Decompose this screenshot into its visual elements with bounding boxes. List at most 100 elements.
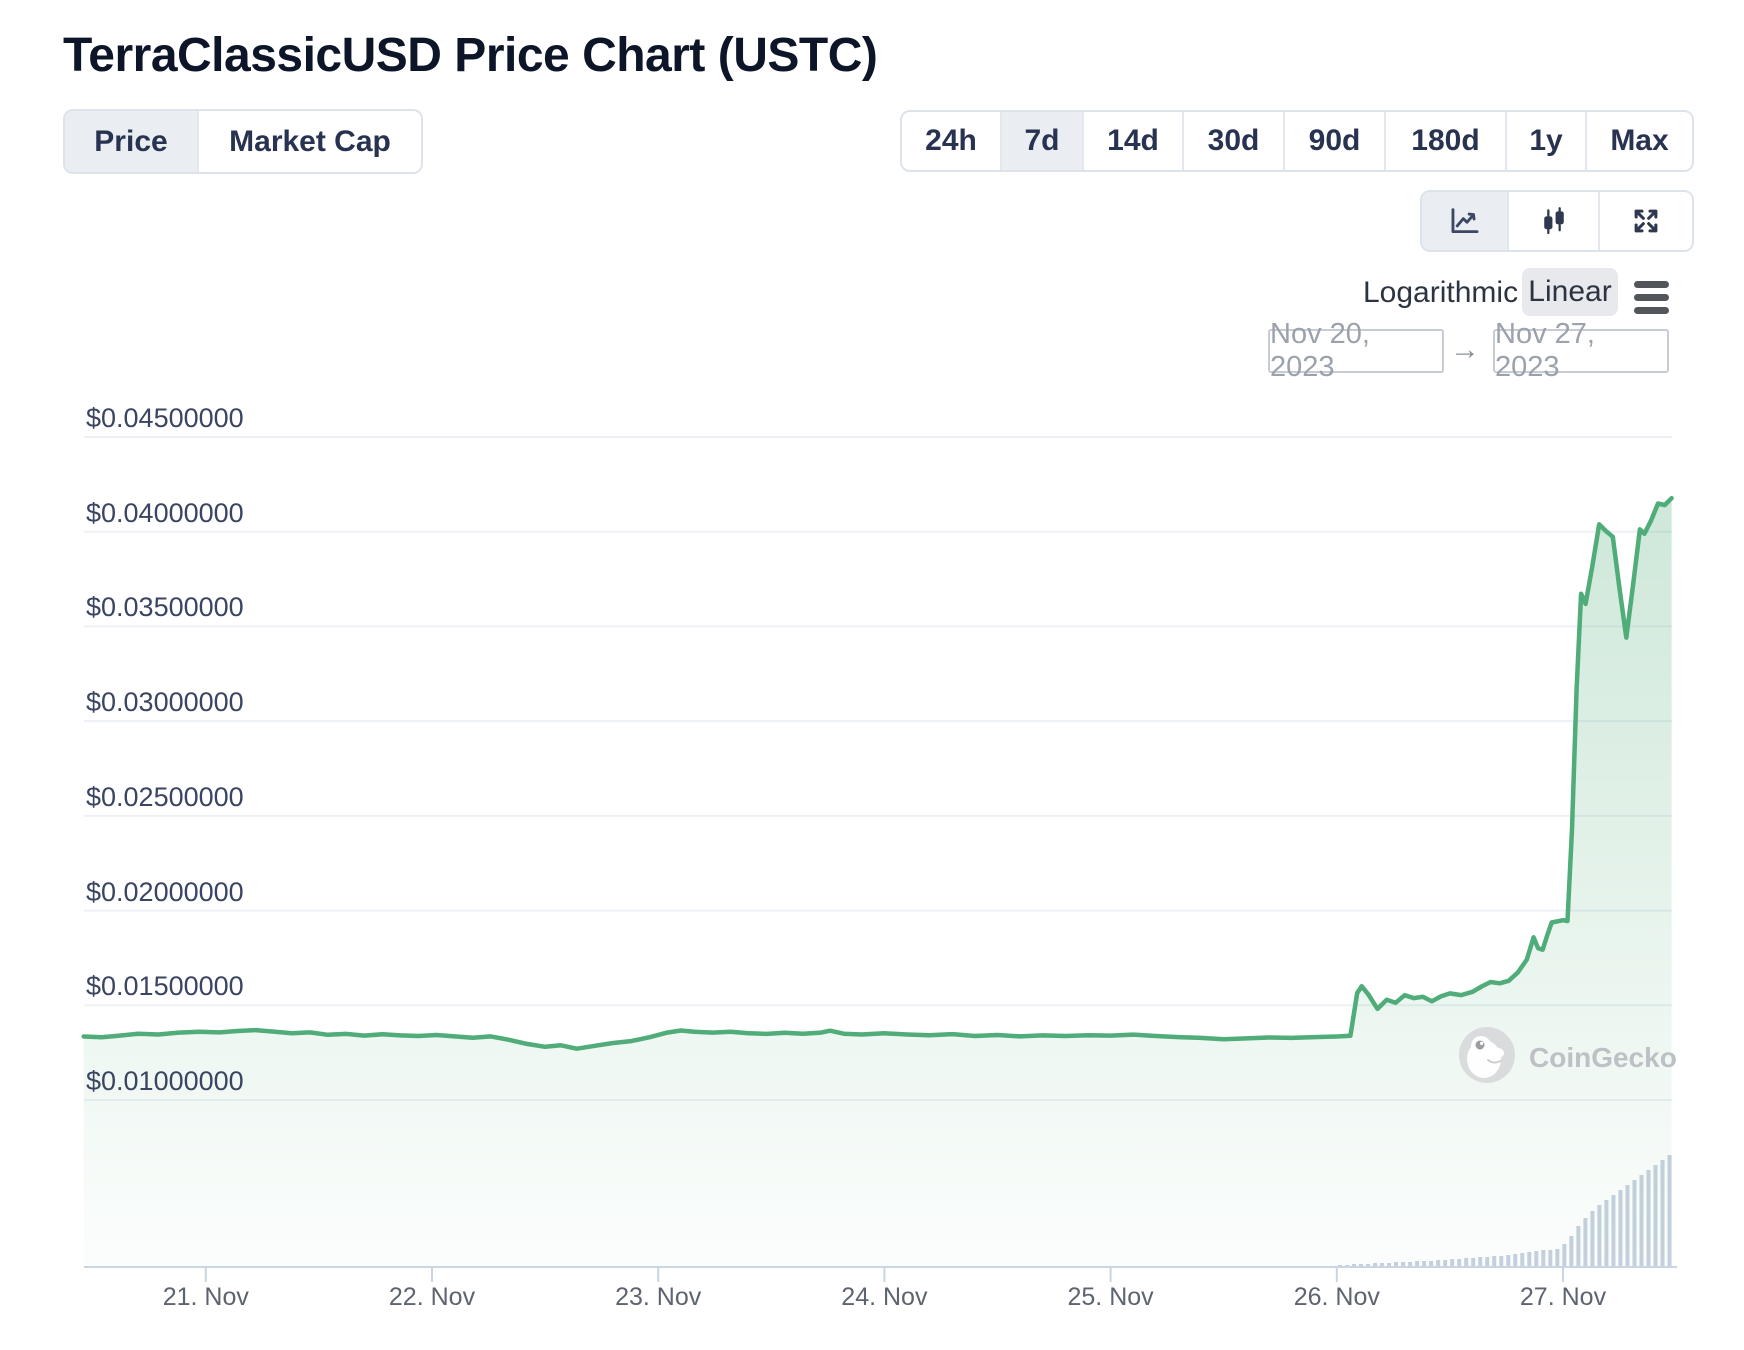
volume-bar: [1457, 1259, 1462, 1266]
tab-price[interactable]: Price: [65, 111, 199, 172]
menu-bar: [1634, 307, 1669, 314]
volume-bar: [1667, 1155, 1672, 1266]
x-axis-label: 25. Nov: [1067, 1283, 1154, 1311]
volume-bar: [1373, 1263, 1378, 1266]
volume-bar: [1520, 1253, 1525, 1266]
volume-bar: [1394, 1262, 1399, 1266]
volume-bar: [1562, 1244, 1567, 1266]
x-axis: [84, 1266, 1677, 1282]
coingecko-logo-icon: [1458, 1026, 1516, 1089]
menu-bar: [1634, 281, 1669, 288]
volume-bar: [1555, 1249, 1560, 1266]
date-to-input[interactable]: Nov 27, 2023: [1493, 318, 1669, 383]
volume-bar: [1646, 1170, 1651, 1266]
range-14d[interactable]: 14d: [1084, 112, 1184, 170]
volume-bar: [1492, 1256, 1497, 1266]
price-line: [81, 495, 1674, 1051]
range-180d[interactable]: 180d: [1386, 112, 1507, 170]
y-axis-label: $0.01000000: [86, 1066, 244, 1096]
volume-bar: [1415, 1261, 1420, 1266]
y-axis-label: $0.04500000: [86, 403, 244, 433]
range-1y[interactable]: 1y: [1507, 112, 1587, 170]
watermark: CoinGecko: [1458, 1026, 1677, 1089]
volume-bar: [1337, 1265, 1342, 1266]
y-axis-label: $0.02000000: [86, 876, 244, 907]
menu-bar: [1634, 294, 1669, 301]
volume-bar: [1604, 1200, 1609, 1266]
volume-bar: [1380, 1263, 1385, 1266]
volume-bar: [1506, 1255, 1511, 1266]
volume-bar: [1443, 1260, 1448, 1266]
volume-bar: [1366, 1264, 1371, 1266]
range-90d[interactable]: 90d: [1285, 112, 1386, 170]
page-title: TerraClassicUSD Price Chart (USTC): [63, 29, 878, 82]
volume-bar: [1450, 1259, 1455, 1266]
fullscreen-icon: [1630, 205, 1662, 237]
candlestick-chart-button[interactable]: [1509, 192, 1600, 250]
volume-bar: [1478, 1257, 1483, 1266]
range-7d[interactable]: 7d: [1002, 112, 1084, 170]
y-axis-label: $0.03500000: [86, 592, 244, 623]
volume-bar: [1576, 1226, 1581, 1266]
volume-bar: [1527, 1252, 1532, 1266]
volume-bar: [1422, 1261, 1427, 1266]
volume-bar: [1387, 1263, 1392, 1266]
y-axis-label: $0.02500000: [86, 781, 244, 812]
range-max[interactable]: Max: [1587, 112, 1692, 170]
volume-bar: [1653, 1165, 1658, 1266]
volume-bar: [1611, 1195, 1616, 1266]
watermark-label: CoinGecko: [1529, 1041, 1677, 1073]
volume-bar: [1471, 1258, 1476, 1266]
line-chart-button[interactable]: [1422, 192, 1509, 250]
volume-bar: [1632, 1180, 1637, 1266]
scale-linear-option[interactable]: Linear: [1522, 268, 1618, 316]
time-range-group: 24h 7d 14d 30d 90d 180d 1y Max: [900, 110, 1694, 172]
metric-toggle-group: Price Market Cap: [63, 109, 423, 174]
volume-bar: [1639, 1175, 1644, 1266]
gridlines: [84, 436, 1672, 1101]
volume-bar: [1499, 1256, 1504, 1266]
line-chart-icon: [1448, 204, 1482, 238]
volume-bar: [1429, 1261, 1434, 1266]
chart-menu-button[interactable]: [1634, 281, 1669, 314]
volume-bar: [1464, 1258, 1469, 1266]
volume-bar: [1513, 1254, 1518, 1266]
y-axis-label: $0.04000000: [86, 497, 244, 528]
volume-bar: [1351, 1264, 1356, 1266]
volume-bar: [1436, 1260, 1441, 1266]
x-axis-label: 24. Nov: [841, 1283, 928, 1311]
y-axis-label: $0.01500000: [86, 971, 244, 1002]
volume-bar: [1359, 1264, 1364, 1266]
candlestick-icon: [1537, 204, 1571, 238]
volume-bar: [1569, 1236, 1574, 1266]
date-from-input[interactable]: Nov 20, 2023: [1268, 318, 1444, 383]
volume-bar: [1401, 1262, 1406, 1266]
x-axis-label: 27. Nov: [1519, 1283, 1607, 1311]
tab-market-cap[interactable]: Market Cap: [199, 111, 421, 172]
volume-bar: [1485, 1257, 1490, 1266]
volume-bar: [1541, 1250, 1546, 1266]
range-30d[interactable]: 30d: [1184, 112, 1285, 170]
volume-bar: [1408, 1262, 1413, 1266]
volume-bar: [1597, 1205, 1602, 1266]
date-range-arrow-icon: →: [1450, 333, 1480, 366]
x-axis-label: 23. Nov: [615, 1283, 702, 1311]
x-axis-label: 26. Nov: [1293, 1283, 1380, 1311]
volume-bar: [1534, 1251, 1539, 1266]
volume-bars: [1337, 1155, 1672, 1266]
scale-logarithmic-option[interactable]: Logarithmic: [1363, 276, 1519, 309]
y-axis-label: $0.03000000: [86, 687, 244, 718]
range-24h[interactable]: 24h: [902, 112, 1002, 170]
x-axis-label: 21. Nov: [162, 1283, 249, 1311]
volume-bar: [1590, 1211, 1595, 1266]
x-axis-label: 22. Nov: [388, 1283, 476, 1311]
volume-bar: [1548, 1250, 1553, 1266]
volume-bar: [1660, 1160, 1665, 1266]
volume-bar: [1625, 1185, 1630, 1266]
fullscreen-button[interactable]: [1600, 192, 1692, 250]
volume-bar: [1344, 1265, 1349, 1266]
volume-bar: [1618, 1190, 1623, 1266]
volume-bar: [1583, 1218, 1588, 1266]
chart-type-group: [1420, 190, 1694, 252]
